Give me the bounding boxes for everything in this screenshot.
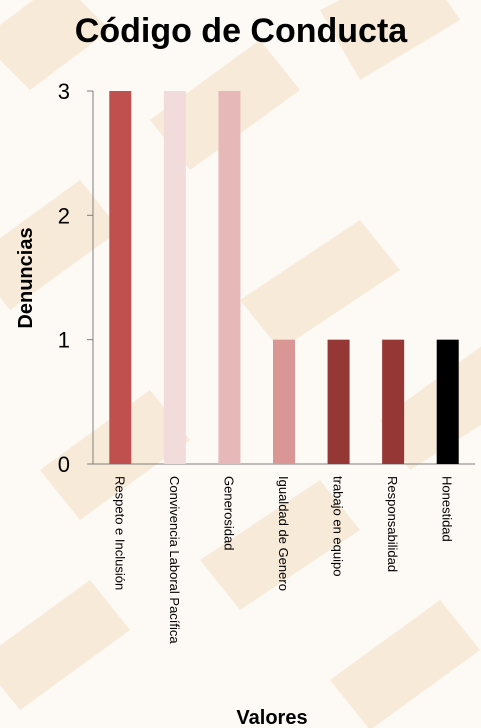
bar: [436, 339, 459, 464]
bar: [327, 339, 350, 464]
bar: [218, 91, 241, 464]
y-tick-label: 0: [58, 452, 70, 477]
bar: [382, 339, 405, 464]
bar: [109, 91, 132, 464]
y-tick-label: 3: [58, 79, 70, 104]
category-label: Convivencia Laboral Pacífica: [167, 476, 182, 644]
y-axis-title: Denuncias: [15, 227, 37, 328]
category-label: trabajo en equipo: [331, 476, 346, 576]
y-tick-label: 2: [58, 203, 70, 228]
bar: [163, 91, 186, 464]
chart-title: Código de Conducta: [75, 12, 409, 50]
category-label: Honestidad: [440, 476, 455, 542]
y-tick-label: 1: [58, 328, 70, 353]
category-label: Respeto e Inclusión: [112, 476, 127, 590]
category-label: Generosidad: [221, 476, 236, 550]
x-axis-title: Valores: [236, 707, 307, 728]
bar: [273, 339, 295, 464]
category-label: Igualdad de Genero: [276, 476, 291, 591]
category-label: Responsabilidad: [385, 476, 400, 572]
plot-area: 0 1 2 3 Respeto e Inclusión Convivencia Labor…: [58, 79, 475, 644]
